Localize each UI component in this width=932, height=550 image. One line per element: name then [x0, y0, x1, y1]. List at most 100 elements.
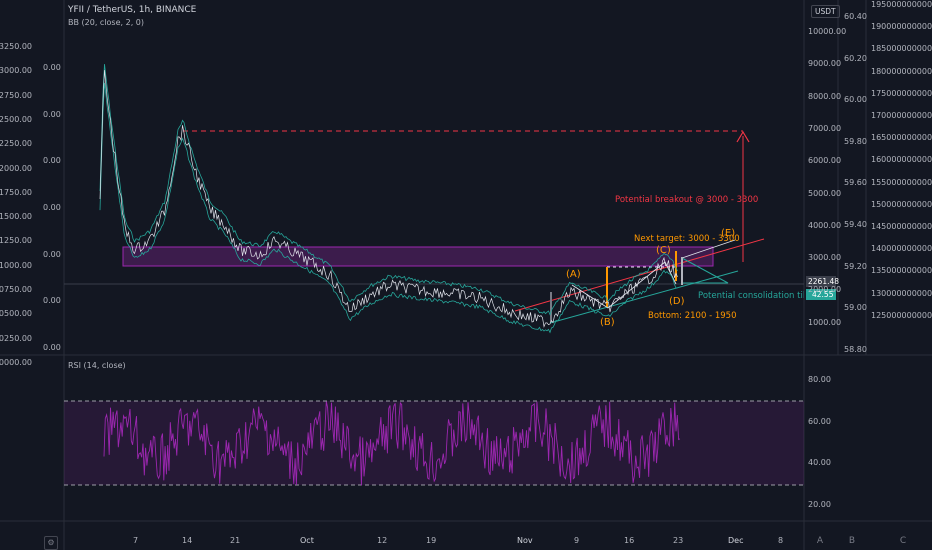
left-zero-label: 0.00	[43, 110, 61, 119]
time-label: 8	[778, 536, 784, 545]
left-price-label: 11000.00	[0, 260, 32, 270]
axis60-label: 59.20	[844, 261, 867, 271]
measure-bar-1[interactable]	[606, 267, 608, 307]
time-label: 16	[624, 536, 635, 545]
main-price-label: 3000.00	[808, 253, 842, 263]
current-sub-tag	[806, 289, 836, 300]
main-price-label: 1000.00	[808, 317, 842, 327]
axis60-label: 60.00	[844, 95, 867, 105]
time-label: Dec	[728, 536, 744, 545]
measure-bar-3[interactable]	[550, 292, 552, 322]
measure-bar-4[interactable]	[681, 257, 683, 285]
left-price-label: 13250.00	[0, 42, 32, 51]
left-price-label: 12750.00	[0, 90, 32, 100]
next-target-annotation[interactable]: Next target: 3000 - 3300	[634, 234, 740, 244]
log-scale-button[interactable]: B	[848, 536, 856, 546]
axisbig-label: 170000000000.00	[871, 111, 932, 120]
wave-d-label[interactable]: (D)	[669, 296, 685, 307]
left-price-label: 10250.00	[0, 333, 32, 343]
axis60-label: 58.80	[844, 344, 867, 354]
timezone-icon[interactable]: ⚙	[44, 536, 58, 550]
upper-trend-line[interactable]	[514, 238, 765, 312]
axisbig-label: 180000000000.00	[871, 66, 932, 76]
left-zero-label: 0.00	[43, 203, 61, 212]
axis60-label: 60.20	[844, 53, 867, 63]
symbol-title[interactable]: YFII / TetherUS, 1h, BINANCE	[68, 5, 197, 15]
axis60-label: 59.40	[844, 220, 867, 229]
rsi-indicator-label[interactable]: RSI (14, close)	[68, 361, 126, 370]
bollinger-lower-band	[99, 82, 678, 334]
time-label: Nov	[517, 536, 533, 545]
breakout-annotation[interactable]: Potential breakout @ 3000 - 3300	[615, 195, 759, 205]
left-price-label: 12250.00	[0, 139, 32, 149]
bb-indicator-label[interactable]: BB (20, close, 2, 0)	[68, 18, 144, 27]
axisbig-label: 130000000000.00	[871, 288, 932, 298]
left-price-label: 11500.00	[0, 212, 32, 222]
consolidation-triangle[interactable]	[681, 257, 729, 284]
main-price-label: 5000.00	[808, 188, 842, 198]
axisbig-label: 185000000000.00	[871, 44, 932, 54]
axisbig-label: 155000000000.00	[871, 177, 932, 187]
wave-b-label[interactable]: (B)	[600, 317, 615, 328]
time-label: 7	[133, 536, 139, 545]
axisbig-label: 190000000000.00	[871, 22, 932, 32]
left-price-label: 13000.00	[0, 66, 32, 76]
time-label: 19	[426, 536, 437, 545]
left-zero-label: 0.00	[43, 343, 61, 352]
bottom-annotation[interactable]: Bottom: 2100 - 1950	[648, 311, 737, 321]
left-price-label: 12000.00	[0, 163, 32, 173]
rsi-axis-label: 60.00	[808, 416, 831, 426]
wave-c-label[interactable]: (C)	[656, 245, 671, 256]
axisbig-label: 160000000000.00	[871, 155, 932, 165]
wave-e-label[interactable]: (E)	[721, 228, 736, 239]
time-label: Oct	[300, 536, 314, 545]
axis60-label: 59.00	[844, 303, 867, 313]
percent-scale-button[interactable]: C	[899, 536, 907, 546]
axis60-label: 59.60	[844, 178, 867, 188]
left-price-label: 12500.00	[0, 114, 32, 124]
axisbig-label: 175000000000.00	[871, 88, 932, 98]
left-zero-label: 0.00	[43, 63, 61, 72]
axisbig-label: 150000000000.00	[871, 199, 932, 209]
axisbig-label: 135000000000.00	[871, 266, 932, 276]
axisbig-label: 145000000000.00	[871, 222, 932, 231]
bb-upper-path	[99, 64, 678, 316]
left-zero-label: 0.00	[43, 296, 61, 305]
time-label: 21	[230, 536, 241, 545]
main-price-label: 10000.00	[808, 27, 847, 36]
main-price-label: 7000.00	[808, 123, 842, 133]
left-zero-label: 0.00	[43, 156, 61, 165]
wave-a-label[interactable]: (A)	[566, 269, 581, 280]
axisbig-label: 140000000000.00	[871, 244, 932, 254]
main-price-label: 8000.00	[808, 91, 842, 101]
axisbig-label: 165000000000.00	[871, 133, 932, 143]
left-price-label: 10000.00	[0, 357, 32, 367]
rsi-axis-label: 20.00	[808, 500, 831, 510]
currency-badge[interactable]: USDT	[811, 5, 840, 18]
main-price-label: 9000.00	[808, 59, 842, 69]
axisbig-label: 125000000000.00	[871, 310, 932, 320]
main-price-label: 4000.00	[808, 220, 842, 230]
left-price-label: 10500.00	[0, 309, 32, 319]
measure-bar-2[interactable]	[675, 251, 677, 281]
rsi-line[interactable]	[103, 401, 681, 486]
consolidation-annotation[interactable]: Potential consolidation till 2	[698, 291, 804, 301]
bollinger-upper-band	[99, 64, 678, 316]
lower-trend-line[interactable]	[549, 270, 739, 324]
left-zero-label: 0.00	[43, 250, 61, 259]
auto-scale-button[interactable]: A	[816, 536, 824, 546]
price-line-path	[99, 69, 678, 328]
time-label: 23	[673, 536, 684, 545]
price-candles[interactable]	[99, 69, 678, 328]
resistance-zone[interactable]	[122, 246, 714, 267]
left-price-label: 11250.00	[0, 236, 32, 246]
time-label: 12	[377, 536, 388, 545]
current-price-tag	[806, 276, 836, 287]
left-price-label: 10750.00	[0, 285, 32, 294]
triangle-upper-edge	[681, 239, 736, 259]
main-price-label: 6000.00	[808, 156, 842, 166]
axis60-label: 60.40	[844, 12, 867, 21]
rsi-axis-label: 80.00	[808, 375, 831, 384]
current-price-label: 2261.48	[808, 277, 840, 286]
